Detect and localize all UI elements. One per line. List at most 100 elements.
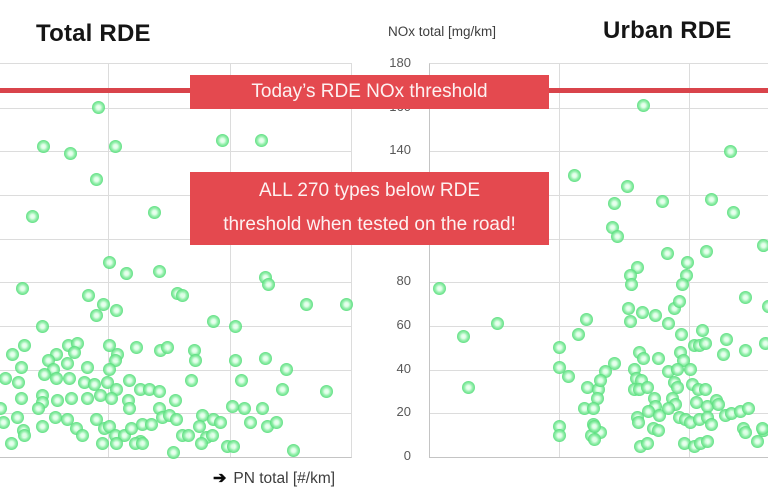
data-point [130,341,144,355]
data-point [75,428,89,442]
urban-rde-plot [429,63,768,458]
callout-line-1: ALL 270 types below RDE [258,180,481,201]
data-point [704,192,718,206]
data-point [756,422,768,436]
data-point [256,402,270,416]
gridline [0,369,351,371]
data-point [170,413,184,427]
data-point [724,406,738,420]
data-point [176,288,190,302]
data-point [123,374,137,388]
data-point [97,297,111,311]
data-point [757,238,768,252]
data-point [216,133,230,147]
data-point [103,363,117,377]
data-point [80,360,94,374]
data-point [228,319,242,333]
data-point [699,336,713,350]
data-point [662,317,676,331]
data-point [90,173,104,187]
data-point [562,369,576,383]
data-point [739,291,753,305]
data-point [15,282,29,296]
urban-rde-title: Urban RDE [603,17,732,44]
y-tick-label: 40 [396,360,411,376]
data-point [192,419,206,433]
data-point [683,363,697,377]
data-point [0,415,10,429]
data-point [656,195,670,209]
data-point [586,402,600,416]
data-point [189,354,203,368]
data-point [168,393,182,407]
data-point [704,417,718,431]
data-point [742,402,756,416]
data-point [671,363,685,377]
data-point [0,371,13,385]
gridline [430,151,768,153]
data-point [651,424,665,438]
data-point [229,354,243,368]
x-axis-label: ➔ PN total [#/km] [213,468,335,488]
data-point [622,302,636,316]
data-point [87,378,101,392]
data-point [187,343,201,357]
gridline [430,282,768,284]
data-point [676,278,690,292]
data-point [81,288,95,302]
data-point [286,443,300,457]
data-point [152,264,166,278]
data-point [238,402,252,416]
gridline [0,195,351,196]
y-axis-tick-labels: 180160140120100806040200 [372,55,420,463]
data-point [462,380,476,394]
gridline [430,326,768,327]
total-rde-plot [0,63,353,460]
right-arrow-icon: ➔ [213,470,227,487]
data-point [234,374,248,388]
data-point [260,419,274,433]
data-point [581,380,595,394]
data-point [60,356,74,370]
data-point [67,345,81,359]
data-point [60,413,74,427]
data-point [261,278,275,292]
data-point [648,308,662,322]
data-point [270,415,284,429]
data-point [670,380,684,394]
data-point [18,428,32,442]
data-point [108,140,122,154]
data-point [64,147,78,161]
gridline [0,282,351,284]
data-point [195,437,209,451]
data-point [35,319,49,333]
data-point [759,336,768,350]
data-point [683,415,697,429]
data-point [93,389,107,403]
data-point [761,299,768,313]
data-point [36,140,50,154]
data-point [319,385,333,398]
data-point [279,363,293,377]
data-point [152,385,166,398]
data-point [711,398,725,412]
gridline [0,151,351,153]
data-point [12,376,26,390]
data-point [89,308,103,322]
data-point [739,426,753,440]
data-point [607,356,621,370]
data-point [258,352,272,366]
data-point [35,419,49,433]
data-point [726,205,740,219]
data-point [62,371,76,385]
data-point [26,210,40,224]
data-point [701,435,715,449]
data-point [700,245,714,259]
data-point [213,415,227,429]
data-point [0,402,7,416]
data-point [594,374,608,388]
data-point [136,437,150,451]
data-point [254,133,268,147]
data-point [339,297,353,311]
